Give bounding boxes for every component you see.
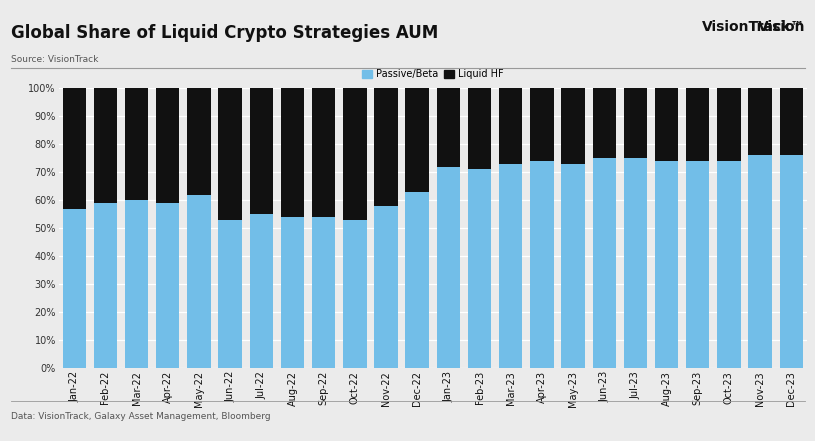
Bar	[125, 200, 148, 368]
Bar	[780, 155, 803, 368]
Bar	[63, 88, 86, 209]
Bar	[717, 161, 741, 368]
Bar	[374, 206, 398, 368]
Bar	[437, 88, 460, 167]
Bar	[748, 88, 772, 155]
Bar	[468, 169, 491, 368]
Bar	[156, 88, 179, 203]
Bar	[94, 203, 117, 368]
Bar	[593, 158, 616, 368]
Text: VisionTrack™: VisionTrack™	[702, 20, 805, 34]
Bar	[312, 217, 335, 368]
Bar	[63, 209, 86, 368]
Bar	[218, 220, 242, 368]
Bar	[780, 88, 803, 155]
Bar	[593, 88, 616, 158]
Bar	[748, 155, 772, 368]
Bar	[374, 88, 398, 206]
Bar	[125, 88, 148, 200]
Bar	[343, 88, 367, 220]
Bar	[406, 88, 429, 192]
Bar	[437, 167, 460, 368]
Text: Global Share of Liquid Crypto Strategies AUM: Global Share of Liquid Crypto Strategies…	[11, 24, 438, 42]
Bar	[281, 88, 304, 217]
Bar	[655, 161, 678, 368]
Bar	[249, 214, 273, 368]
Bar	[623, 88, 647, 158]
Bar	[562, 164, 584, 368]
Text: Source: VisionTrack: Source: VisionTrack	[11, 55, 98, 64]
Legend: Passive/Beta, Liquid HF: Passive/Beta, Liquid HF	[363, 69, 503, 79]
Bar	[655, 88, 678, 161]
Bar	[562, 88, 584, 164]
Bar	[499, 88, 522, 164]
Bar	[187, 88, 210, 194]
Bar	[343, 220, 367, 368]
Bar	[249, 88, 273, 214]
Bar	[531, 88, 553, 161]
Bar	[281, 217, 304, 368]
Bar	[406, 192, 429, 368]
Bar	[717, 88, 741, 161]
Bar	[187, 194, 210, 368]
Text: Vision: Vision	[758, 20, 805, 34]
Bar	[531, 161, 553, 368]
Bar	[218, 88, 242, 220]
Bar	[468, 88, 491, 169]
Bar	[686, 88, 709, 161]
Bar	[686, 161, 709, 368]
Bar	[156, 203, 179, 368]
Bar	[312, 88, 335, 217]
Bar	[94, 88, 117, 203]
Text: Data: VisionTrack, Galaxy Asset Management, Bloomberg: Data: VisionTrack, Galaxy Asset Manageme…	[11, 412, 271, 421]
Bar	[499, 164, 522, 368]
Bar	[623, 158, 647, 368]
